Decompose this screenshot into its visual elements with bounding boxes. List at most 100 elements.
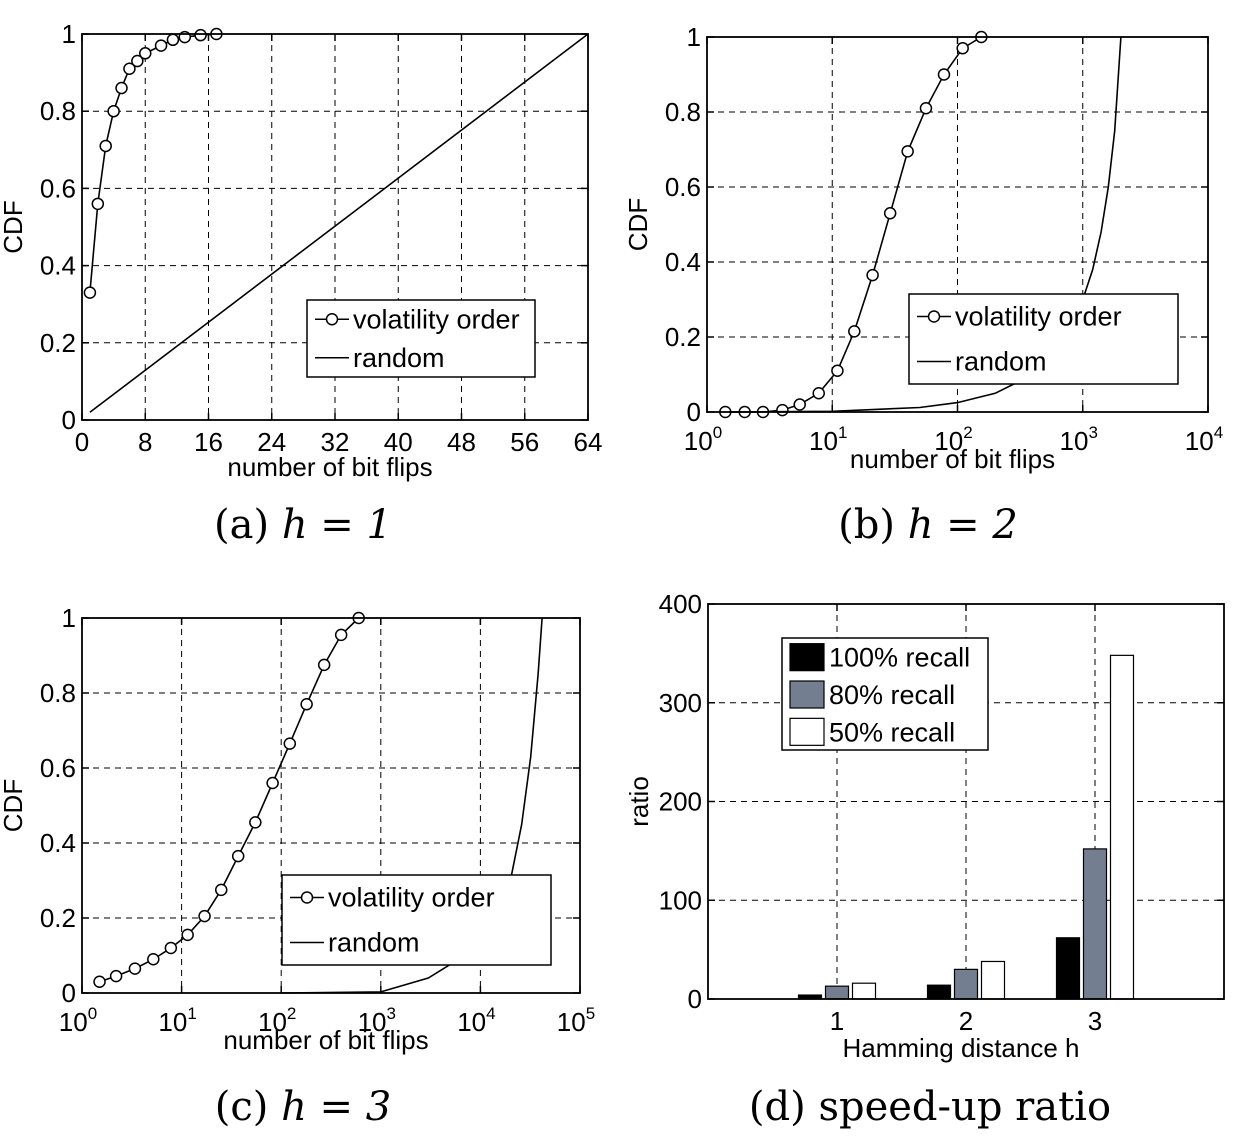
legend-marker <box>325 313 339 326</box>
data-point <box>901 145 914 158</box>
legend: volatility order random <box>306 299 536 378</box>
legend-box <box>908 293 1179 385</box>
x-tick-label: 32 <box>321 427 350 457</box>
panel-caption: (b) h = 2 <box>838 502 1018 548</box>
x-tick-label: 40 <box>384 427 413 457</box>
x-tick-label: 100 <box>59 1004 97 1037</box>
data-point <box>249 816 262 829</box>
panel-caption: (c) h = 3 <box>215 1084 391 1130</box>
legend: volatility order random <box>908 293 1179 385</box>
legend-label: 80% recall <box>829 680 955 710</box>
data-point <box>139 47 152 60</box>
data-point <box>919 102 933 115</box>
legend-swatch <box>789 717 825 746</box>
y-tick-label: 0 <box>688 984 702 1014</box>
chart-panel-d: 0 100 200 300 400 1 2 3 Hamming distance h ratio 1… <box>624 589 1225 1130</box>
x-tick-label: 101 <box>809 423 847 456</box>
legend-label: 100% recall <box>829 643 970 673</box>
x-tick-label: 0 <box>75 427 89 457</box>
legend-box <box>281 874 552 966</box>
y-tick-label: 0 <box>687 397 701 427</box>
data-point <box>776 403 789 417</box>
data-point <box>93 975 106 988</box>
data-point <box>194 28 207 42</box>
x-tick-label: 103 <box>358 1004 396 1037</box>
plot-frame <box>81 33 589 421</box>
y-tick-label: 1 <box>687 22 701 52</box>
y-tick-label: 0.2 <box>40 328 76 358</box>
panel-caption: (d) speed-up ratio <box>749 1084 1111 1130</box>
x-tick-label: 103 <box>1060 423 1098 456</box>
x-tick-label: 3 <box>1088 1006 1102 1036</box>
data-point <box>181 928 194 942</box>
data-point <box>266 776 279 790</box>
data-point <box>107 104 120 118</box>
data-point <box>283 737 297 750</box>
y-axis-label: CDF <box>0 200 28 253</box>
data-point <box>109 969 123 983</box>
y-tick-label: 0 <box>62 978 76 1008</box>
data-point <box>231 849 245 863</box>
legend: 100% recall 80% recall 50% recall <box>781 637 989 751</box>
legend-label: volatility order <box>353 304 520 334</box>
plot-frame <box>81 617 581 994</box>
x-tick-label: 48 <box>447 427 476 457</box>
y-tick-label: 0.2 <box>40 903 76 933</box>
bar-2-2 <box>953 968 979 1000</box>
plot-frame <box>707 603 1225 1000</box>
data-point <box>793 398 806 411</box>
x-tick-label: 104 <box>1185 423 1223 456</box>
data-point <box>154 39 168 52</box>
data-point <box>866 268 879 282</box>
data-point <box>83 286 97 299</box>
data-point <box>166 33 180 47</box>
legend-label: random <box>328 928 420 958</box>
series-line-2 <box>89 33 589 413</box>
x-tick-label: 102 <box>258 1004 296 1037</box>
x-tick-label: 56 <box>510 427 539 457</box>
x-tick-label: 64 <box>574 427 603 457</box>
legend: volatility order random <box>281 874 552 966</box>
x-tick-label: 16 <box>194 427 223 457</box>
legend-label: 50% recall <box>829 717 955 747</box>
legend-swatch <box>789 643 825 672</box>
bar-3-2 <box>980 960 1006 1000</box>
data-point <box>147 953 160 966</box>
y-axis-label: CDF <box>0 779 28 832</box>
x-axis-label: Hamming distance h <box>843 1033 1080 1063</box>
data-point <box>198 909 211 923</box>
x-axis-label: number of bit flips <box>850 444 1055 474</box>
data-point <box>848 325 861 338</box>
x-tick-label: 105 <box>557 1004 595 1037</box>
x-tick-label: 104 <box>457 1004 495 1037</box>
data-point <box>115 81 128 95</box>
data-point <box>831 364 844 377</box>
y-tick-label: 0.4 <box>40 828 76 858</box>
x-tick-label: 2 <box>959 1006 973 1036</box>
legend-marker <box>927 310 941 323</box>
y-tick-label: 0.4 <box>40 251 76 281</box>
y-tick-label: 0.8 <box>665 97 701 127</box>
data-point <box>812 387 825 400</box>
y-tick-label: 1 <box>62 19 76 49</box>
x-tick-label: 24 <box>257 427 286 457</box>
legend-label: random <box>955 347 1047 377</box>
y-axis-label: ratio <box>624 776 654 827</box>
x-tick-label: 8 <box>138 427 152 457</box>
series-line-1 <box>99 617 360 983</box>
y-tick-label: 0.6 <box>40 173 76 203</box>
bar-1-2 <box>926 984 952 1000</box>
y-axis-label: CDF <box>623 198 653 251</box>
legend-label: volatility order <box>328 883 495 913</box>
y-tick-label: 200 <box>659 787 702 817</box>
chart-panel-a: 0 0.2 0.4 0.6 0.8 1 0 8 16 24 32 40 48 56 64 number of … <box>0 19 602 548</box>
y-tick-label: 1 <box>62 603 76 633</box>
series-line-1 <box>89 33 217 293</box>
y-tick-label: 0.4 <box>665 247 701 277</box>
data-point <box>214 883 228 897</box>
data-point <box>128 962 142 975</box>
x-tick-label: 100 <box>684 423 722 456</box>
data-point <box>131 54 144 68</box>
data-point <box>317 658 331 672</box>
